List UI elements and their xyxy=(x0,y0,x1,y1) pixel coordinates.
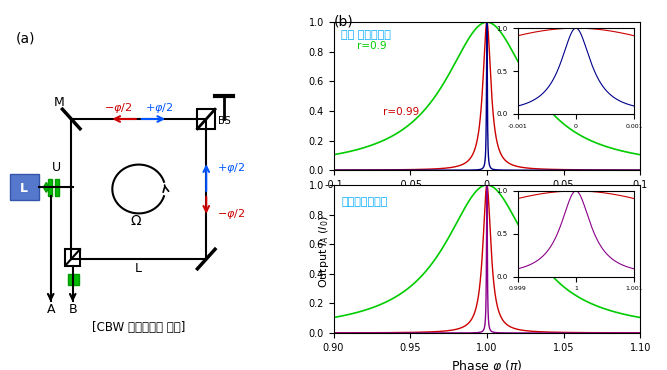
Text: U: U xyxy=(52,161,61,174)
Text: M: M xyxy=(54,96,65,109)
Text: r=0.9: r=0.9 xyxy=(356,41,386,51)
Text: Output $I_A$ ($I_0$): Output $I_A$ ($I_0$) xyxy=(317,215,331,288)
Text: (b): (b) xyxy=(334,15,354,29)
Bar xyxy=(55,179,59,195)
Bar xyxy=(197,109,215,129)
Text: 퀀텀사낙자이로: 퀀텀사낙자이로 xyxy=(342,197,388,207)
Text: $+\varphi/2$: $+\varphi/2$ xyxy=(217,161,245,175)
Text: (a): (a) xyxy=(15,31,35,45)
Text: r=0.999: r=0.999 xyxy=(536,107,579,117)
Text: B: B xyxy=(69,303,77,316)
Text: A: A xyxy=(47,303,55,316)
Bar xyxy=(68,274,79,285)
Text: $\Omega$: $\Omega$ xyxy=(130,214,142,228)
X-axis label: Phase $\varphi$ ($\pi$): Phase $\varphi$ ($\pi$) xyxy=(451,358,523,370)
Bar xyxy=(65,249,80,266)
Text: r=0.99: r=0.99 xyxy=(383,107,419,117)
Text: $-\varphi/2$: $-\varphi/2$ xyxy=(104,101,132,115)
Text: L: L xyxy=(20,182,28,195)
Polygon shape xyxy=(43,182,49,192)
Text: $-\varphi/2$: $-\varphi/2$ xyxy=(217,207,245,221)
Text: 기존 사낙자이로: 기존 사낙자이로 xyxy=(341,30,391,40)
Bar xyxy=(48,179,52,195)
Bar xyxy=(9,174,39,201)
Text: [CBW 퀀텀자이로 구조]: [CBW 퀀텀자이로 구조] xyxy=(92,321,185,334)
Text: $+\varphi/2$: $+\varphi/2$ xyxy=(145,101,173,115)
Text: BS: BS xyxy=(218,115,231,126)
Text: L: L xyxy=(135,262,142,275)
